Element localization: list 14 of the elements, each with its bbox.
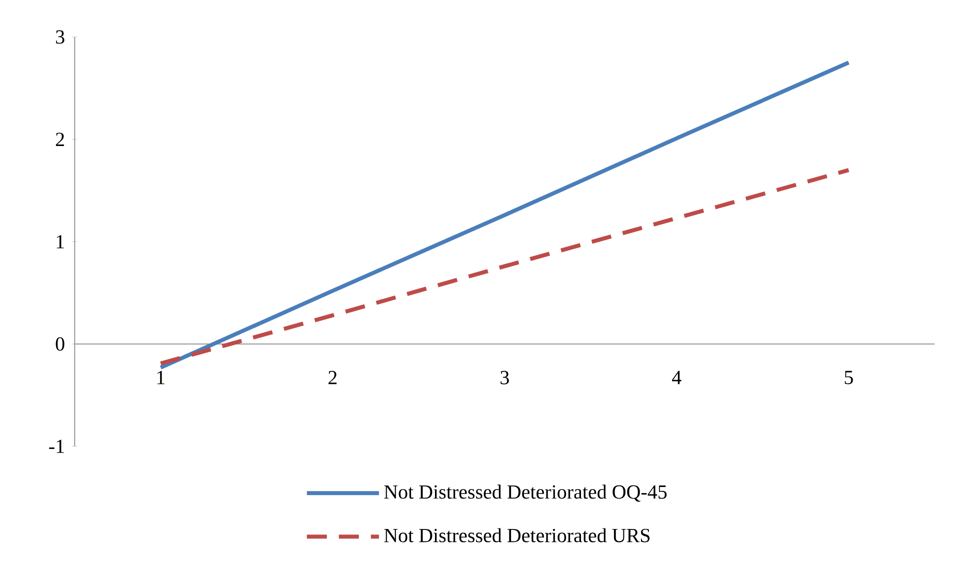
- legend-label: Not Distressed Deteriorated URS: [384, 528, 650, 542]
- x-tick-label: 3: [500, 370, 509, 384]
- y-tick-label: -1: [49, 440, 64, 453]
- y-tick-label: 3: [56, 30, 64, 44]
- x-tick-label: 4: [672, 370, 682, 384]
- y-tick-label: 0: [56, 337, 64, 351]
- x-tick-label: 5: [844, 370, 853, 384]
- line-series: [158, 60, 851, 370]
- y-tick-label: 2: [56, 132, 64, 146]
- x-tick-label: 2: [328, 370, 337, 384]
- y-tick-label: 1: [56, 235, 64, 248]
- x-tick-label: 1: [157, 370, 164, 384]
- line-series: [158, 168, 851, 366]
- legend-label: Not Distressed Deteriorated OQ-45: [384, 484, 667, 502]
